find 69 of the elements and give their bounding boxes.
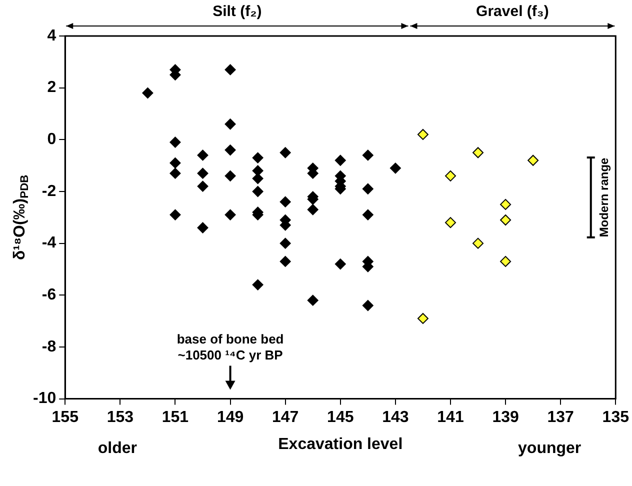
- point: [197, 168, 208, 179]
- x-tick-label: 155: [52, 408, 79, 426]
- point: [252, 279, 264, 290]
- x-tick-label: 143: [382, 408, 409, 426]
- point: [252, 173, 264, 184]
- x-tick-label: 139: [492, 408, 519, 426]
- point: [362, 300, 374, 312]
- point: [472, 147, 484, 158]
- point: [444, 170, 456, 182]
- text: younger: [518, 440, 582, 458]
- point: [280, 196, 291, 208]
- point: [252, 186, 264, 197]
- x-tick-label: 135: [602, 408, 630, 426]
- x-tick-label: 151: [162, 408, 189, 426]
- point: [252, 152, 264, 164]
- point: [500, 214, 512, 226]
- x-tick-label: 145: [327, 408, 354, 426]
- point: [528, 154, 539, 166]
- point: [362, 183, 374, 194]
- point: [224, 64, 236, 76]
- point: [334, 154, 346, 166]
- x-tick-label: 153: [106, 408, 134, 426]
- point: [197, 150, 208, 161]
- point: [500, 198, 512, 210]
- annotation: Modern range: [597, 157, 612, 238]
- y-tick-label: -8: [42, 338, 56, 356]
- point: [224, 118, 236, 130]
- y-tick-label: -4: [42, 234, 56, 252]
- point: [170, 157, 181, 168]
- x-tick-label: 147: [272, 408, 299, 426]
- point: [280, 256, 291, 267]
- point: [280, 238, 291, 249]
- point: [170, 168, 181, 179]
- point: [170, 209, 181, 220]
- point: [197, 180, 208, 192]
- y-tick-label: 0: [47, 131, 56, 148]
- point: [472, 238, 484, 249]
- x-tick-label: 137: [547, 408, 574, 426]
- point: [362, 150, 374, 161]
- point: [500, 256, 512, 267]
- point: [417, 128, 428, 140]
- point: [224, 144, 236, 156]
- annotation: base of bone bed ~10500 ¹⁴C yr BP: [176, 331, 284, 362]
- text: Silt (f₂): [212, 3, 262, 20]
- point: [197, 222, 208, 234]
- y-tick-label: -10: [33, 390, 56, 408]
- point: [142, 88, 154, 99]
- point: [307, 294, 318, 306]
- y-axis-title: δ¹⁸O(‰)PDB: [11, 174, 31, 260]
- point: [390, 162, 401, 174]
- text: older: [98, 440, 137, 458]
- point: [307, 204, 318, 216]
- point: [362, 209, 374, 220]
- x-tick-label: 141: [437, 408, 464, 426]
- point: [224, 209, 236, 220]
- point: [417, 312, 428, 324]
- point: [280, 147, 291, 158]
- y-tick-label: -2: [42, 182, 56, 200]
- x-tick-label: 149: [216, 408, 244, 426]
- point: [444, 217, 456, 228]
- point: [334, 258, 346, 270]
- point: [224, 170, 236, 182]
- text: Gravel (f₃): [476, 3, 549, 20]
- point: [170, 136, 181, 148]
- point: [252, 165, 264, 176]
- x-axis-title: Excavation level: [278, 436, 403, 454]
- y-tick-label: -6: [42, 286, 56, 304]
- y-tick-label: 2: [47, 79, 56, 96]
- y-tick-label: 4: [47, 27, 56, 44]
